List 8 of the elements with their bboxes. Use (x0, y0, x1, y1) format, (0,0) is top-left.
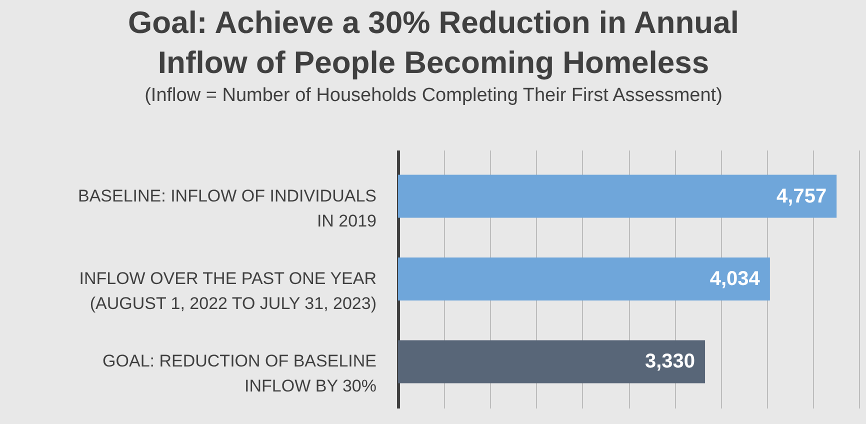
data-label: 4,757 (776, 185, 827, 208)
chart-subtitle: (Inflow = Number of Households Completing Their First Assessment) (144, 85, 722, 106)
y-tick-label: GOAL: REDUCTION OF BASELINE INFLOW BY 30% (102, 352, 376, 396)
y-tick-label: BASELINE: INFLOW OF INDIVIDUALS IN 2019 (78, 186, 376, 230)
data-label: 4,034 (710, 268, 761, 290)
y-tick-label: INFLOW OVER THE PAST ONE YEAR (AUGUST 1, 2022 TO JULY 31, 2023) (79, 269, 376, 313)
data-label: 3,330 (644, 350, 696, 373)
chart-title: Goal: Achieve a 30% Reduction in Annual Inflow of People Becoming Homeless (128, 5, 739, 80)
